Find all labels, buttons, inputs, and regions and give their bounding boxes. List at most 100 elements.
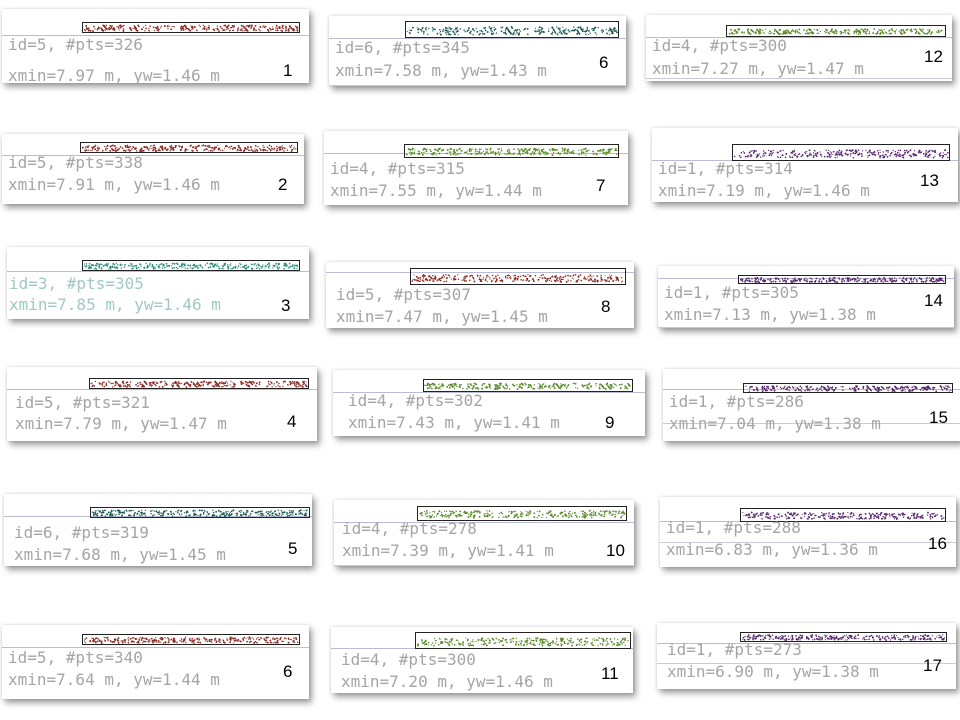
- cloud-point: [206, 148, 208, 151]
- cloud-point: [824, 518, 826, 520]
- cloud-point: [809, 152, 811, 155]
- cloud-point: [117, 384, 120, 386]
- cloud-point: [907, 517, 910, 520]
- cloud-point: [517, 153, 519, 155]
- cloud-point: [795, 389, 797, 391]
- cloud-point: [776, 516, 779, 519]
- cloud-point: [564, 151, 566, 154]
- cloud-point: [199, 25, 201, 28]
- cloud-point: [537, 28, 539, 31]
- cloud-point: [592, 510, 595, 513]
- cloud-point: [803, 516, 805, 518]
- cloud-point: [807, 28, 809, 30]
- panel-number: 8: [601, 297, 611, 316]
- cloud-point: [199, 514, 201, 517]
- cloud-point: [927, 511, 929, 514]
- cloud-point: [293, 267, 296, 270]
- cloud-point: [616, 641, 619, 644]
- cloud-point: [126, 149, 128, 151]
- cloud-point: [560, 513, 562, 515]
- cloud-point: [152, 147, 154, 150]
- cloud-point: [479, 276, 481, 278]
- cloud-point: [163, 510, 166, 513]
- cloud-point: [439, 29, 441, 31]
- cloud-point: [476, 510, 479, 513]
- cloud-point: [868, 32, 871, 35]
- cloud-point: [221, 513, 224, 516]
- scan-panel-13: id=1, #pts=314 xmin=7.19 m, yw=1.46 m 13: [652, 128, 958, 202]
- cloud-point: [137, 385, 140, 387]
- cloud-point: [793, 513, 795, 515]
- cloud-point: [603, 511, 606, 514]
- cloud-point: [795, 29, 797, 32]
- cloud-point: [459, 510, 462, 513]
- cloud-point: [744, 280, 746, 282]
- cloud-point: [828, 280, 831, 283]
- cloud-point: [612, 28, 615, 31]
- cloud-point: [453, 383, 455, 385]
- cloud-point: [128, 509, 131, 512]
- cloud-point: [764, 279, 766, 282]
- cloud-point: [823, 513, 826, 515]
- cloud-point: [471, 274, 473, 277]
- cloud-point: [178, 265, 181, 268]
- cloud-point: [208, 146, 210, 148]
- cloud-point: [608, 280, 611, 283]
- cloud-point: [541, 638, 543, 641]
- cloud-point: [175, 266, 178, 269]
- cloud-point: [439, 514, 442, 516]
- cloud-point: [154, 383, 156, 386]
- cloud-point: [200, 509, 203, 512]
- cloud-point: [846, 280, 848, 282]
- cloud-point: [175, 382, 178, 384]
- cloud-point: [540, 27, 542, 29]
- cloud-point: [541, 516, 543, 519]
- cloud-point: [171, 25, 173, 28]
- cloud-point: [181, 267, 183, 269]
- cloud-point: [113, 145, 116, 147]
- scan-panel-8: id=5, #pts=307 xmin=7.47 m, yw=1.45 m 8: [326, 262, 634, 328]
- cloud-point: [828, 278, 831, 280]
- cloud-point: [594, 31, 596, 33]
- cloud-point: [808, 388, 810, 391]
- cloud-point: [246, 148, 248, 151]
- cloud-point: [504, 516, 506, 518]
- cluster-position-label: xmin=7.79 m, yw=1.47 m: [15, 414, 227, 433]
- cloud-point: [623, 512, 626, 515]
- cloud-point: [239, 29, 242, 31]
- cloud-point: [151, 263, 154, 266]
- cloud-point: [148, 147, 150, 149]
- cloud-point: [417, 644, 419, 647]
- cloud-point: [933, 386, 936, 389]
- cloud-point: [91, 30, 94, 33]
- cloud-point: [442, 149, 444, 151]
- cloud-point: [105, 263, 107, 265]
- cloud-point: [257, 266, 259, 269]
- cloud-point: [759, 153, 761, 155]
- cloud-point: [199, 384, 202, 387]
- cloud-point: [143, 640, 145, 643]
- cloud-point: [750, 28, 752, 31]
- cloud-point: [483, 514, 485, 516]
- cloud-point: [428, 383, 430, 385]
- cloud-point: [449, 30, 451, 33]
- cloud-point: [475, 28, 477, 30]
- cloud-point: [265, 515, 268, 517]
- cloud-point: [917, 152, 919, 154]
- cloud-point: [514, 514, 516, 516]
- cloud-point: [570, 637, 572, 640]
- cloud-point: [468, 386, 471, 389]
- point-cluster-dots: [411, 273, 623, 283]
- cloud-point: [158, 148, 160, 150]
- cloud-point: [566, 150, 569, 153]
- cloud-point: [854, 153, 856, 155]
- cloud-point: [448, 386, 451, 389]
- cloud-point: [593, 639, 596, 642]
- cloud-point: [278, 26, 281, 28]
- cloud-point: [133, 25, 136, 28]
- cloud-point: [875, 516, 878, 519]
- cloud-point: [603, 151, 606, 154]
- cloud-point: [745, 278, 747, 281]
- cloud-point: [913, 517, 915, 520]
- cloud-point: [173, 639, 175, 641]
